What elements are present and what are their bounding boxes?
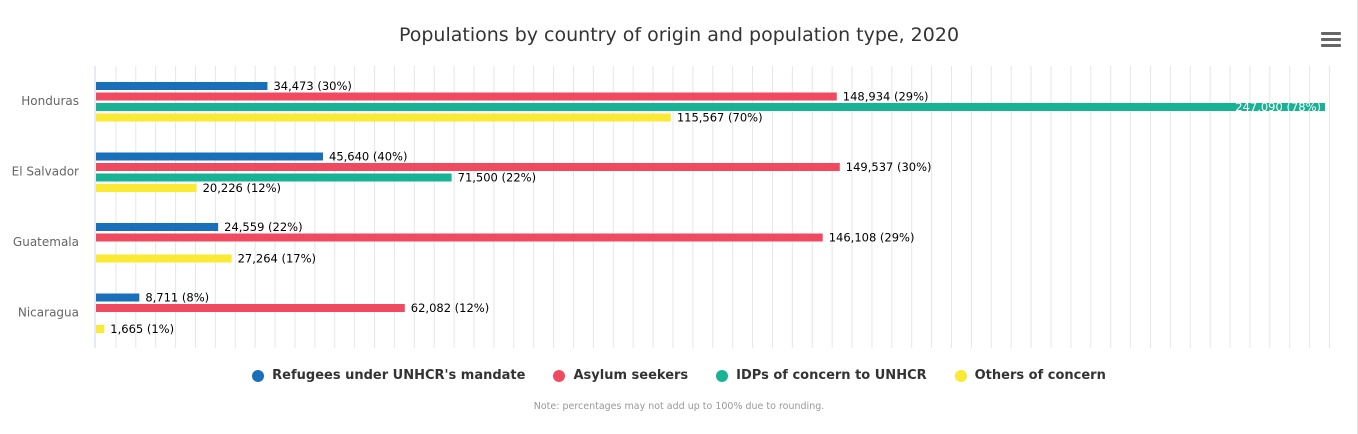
data-label: 20,226 (12%): [203, 181, 281, 195]
bar: [96, 293, 140, 302]
category-label: El Salvador: [12, 165, 79, 179]
data-label: 1,665 (1%): [110, 322, 174, 336]
legend-label: IDPs of concern to UNHCR: [736, 368, 927, 383]
legend-item[interactable]: Asylum seekers: [553, 368, 688, 383]
legend-item[interactable]: Refugees under UNHCR's mandate: [252, 368, 525, 383]
chart-title: Populations by country of origin and pop…: [398, 24, 960, 46]
legend-label: Refugees under UNHCR's mandate: [272, 368, 526, 383]
data-label: 45,640 (40%): [329, 150, 407, 164]
legend-marker: [553, 369, 566, 382]
category-label: Honduras: [21, 94, 79, 108]
legend-item[interactable]: IDPs of concern to UNHCR: [716, 368, 927, 383]
plot-area: Honduras 34,473 (30%) 148,934 (29%) 247,090…: [12, 66, 1331, 348]
category-label: Guatemala: [13, 235, 79, 249]
legend-label: Others of concern: [974, 368, 1106, 383]
data-label: 24,559 (22%): [224, 220, 302, 234]
legend-marker: [252, 369, 265, 382]
bar: [96, 223, 219, 231]
legend-marker: [716, 369, 729, 382]
bar: [96, 92, 837, 101]
data-label: 34,473 (30%): [273, 79, 351, 93]
legend-item[interactable]: Others of concern: [954, 368, 1106, 383]
bar: [96, 233, 823, 242]
bar: [96, 163, 840, 171]
bar: [96, 184, 197, 192]
data-label: 148,934 (29%): [843, 90, 929, 104]
bar: [96, 152, 324, 161]
data-label: 71,500 (22%): [458, 171, 536, 185]
data-label: 149,537 (30%): [846, 160, 932, 174]
data-label: 8,711 (8%): [145, 291, 209, 305]
data-label: 62,082 (12%): [411, 301, 489, 315]
bar: [96, 103, 1325, 111]
bar: [96, 254, 232, 263]
category-label: Nicaragua: [18, 306, 79, 320]
data-label: 115,567 (70%): [677, 111, 763, 125]
bar: [96, 82, 268, 90]
data-label: 146,108 (29%): [829, 231, 915, 245]
bar: [96, 304, 405, 312]
chart-note: Note: percentages may not add up to 100%…: [533, 401, 825, 412]
bar: [96, 173, 452, 182]
legend-label: Asylum seekers: [573, 368, 689, 383]
bar: [96, 113, 671, 122]
hamburger-menu-icon[interactable]: [1321, 32, 1341, 48]
legend: Refugees under UNHCR's mandate Asylum see…: [0, 368, 1358, 383]
legend-marker: [954, 369, 967, 382]
data-label: 247,090 (78%): [1235, 100, 1321, 114]
data-label: 27,264 (17%): [238, 252, 316, 266]
bar: [96, 325, 105, 333]
